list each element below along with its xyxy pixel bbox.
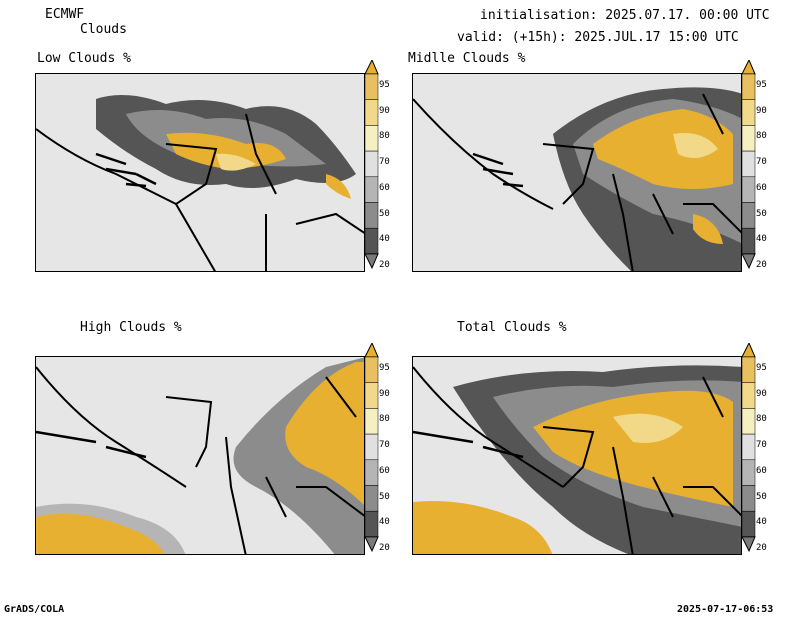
colorbar-total: 95 90 80 70 60 50 40 20	[741, 341, 767, 579]
map-high-clouds	[35, 356, 365, 555]
colorbar-label: 50	[756, 208, 767, 219]
map-low-clouds	[35, 73, 365, 272]
colorbar-label: 90	[379, 388, 390, 399]
colorbar-label: 95	[379, 363, 390, 373]
colorbar-segment	[741, 99, 756, 126]
colorbar-label: 70	[379, 440, 390, 451]
colorbar-label: 60	[379, 465, 390, 476]
colorbar-label: 80	[379, 131, 390, 142]
panel-title-total: Total Clouds %	[457, 320, 567, 335]
colorbar-top-arrow	[364, 341, 379, 358]
colorbar-label: 50	[756, 491, 767, 502]
colorbar-segment	[364, 227, 379, 255]
colorbar-label: 20	[756, 542, 767, 553]
colorbar-segment	[741, 202, 756, 229]
colorbar-svg	[741, 58, 756, 270]
colorbar-label: 40	[379, 234, 390, 245]
colorbar-segment	[364, 99, 379, 126]
colorbar-segment	[364, 125, 379, 152]
colorbar-segment	[741, 150, 756, 178]
colorbar-top-arrow	[741, 58, 756, 75]
colorbar-segment	[364, 382, 379, 409]
colorbar-segment	[364, 202, 379, 229]
colorbar-label: 80	[756, 131, 767, 142]
colorbar-segment	[741, 356, 756, 383]
colorbar-low: 95 90 80 70 60 50 40 20	[364, 58, 390, 296]
colorbar-label: 80	[379, 414, 390, 425]
colorbar-top-arrow	[364, 58, 379, 75]
panel-title-low: Low Clouds %	[37, 51, 131, 66]
field-label: Clouds	[80, 22, 127, 37]
colorbar-label: 70	[379, 157, 390, 168]
colorbar-label: 95	[379, 80, 390, 90]
colorbar-label: 95	[756, 363, 767, 373]
colorbar-segment	[741, 510, 756, 538]
footer-timestamp: 2025-07-17-06:53	[677, 604, 774, 615]
colorbar-svg	[741, 341, 756, 553]
colorbar-segment	[741, 485, 756, 512]
colorbar-middle: 95 90 80 70 60 50 40 20	[741, 58, 767, 296]
colorbar-label: 60	[756, 182, 767, 193]
colorbar-label: 20	[756, 259, 767, 270]
colorbar-high: 95 90 80 70 60 50 40 20	[364, 341, 390, 579]
colorbar-bottom-arrow	[364, 253, 379, 270]
colorbar-label: 90	[379, 105, 390, 116]
footer-software: GrADS/COLA	[4, 604, 65, 615]
colorbar-label: 70	[756, 157, 767, 168]
colorbar-label: 90	[756, 105, 767, 116]
colorbar-segment	[364, 485, 379, 512]
colorbar-label: 40	[756, 517, 767, 528]
panel-title-high: High Clouds %	[80, 320, 182, 335]
colorbar-label: 70	[756, 440, 767, 451]
colorbar-segment	[364, 408, 379, 435]
colorbar-segment	[364, 433, 379, 461]
panel-title-middle: Midlle Clouds %	[408, 51, 526, 66]
map-middle-clouds	[412, 73, 742, 272]
colorbar-label: 90	[756, 388, 767, 399]
colorbar-segment	[741, 459, 756, 486]
init-time: initialisation: 2025.07.17. 00:00 UTC	[480, 8, 770, 23]
colorbar-label: 50	[379, 491, 390, 502]
colorbar-bottom-arrow	[741, 253, 756, 270]
colorbar-label: 20	[379, 259, 390, 270]
colorbar-svg	[364, 58, 379, 270]
colorbar-label: 80	[756, 414, 767, 425]
colorbar-segment	[364, 459, 379, 486]
colorbar-segment	[364, 150, 379, 178]
colorbar-segment	[364, 356, 379, 383]
colorbar-label: 40	[379, 517, 390, 528]
colorbar-segment	[364, 73, 379, 100]
colorbar-segment	[741, 382, 756, 409]
colorbar-top-arrow	[741, 341, 756, 358]
colorbar-segment	[741, 433, 756, 461]
colorbar-svg	[364, 341, 379, 553]
colorbar-segment	[741, 176, 756, 203]
colorbar-segment	[741, 408, 756, 435]
colorbar-segment	[364, 510, 379, 538]
colorbar-label: 20	[379, 542, 390, 553]
colorbar-label: 50	[379, 208, 390, 219]
colorbar-segment	[741, 125, 756, 152]
colorbar-segment	[364, 176, 379, 203]
colorbar-segment	[741, 73, 756, 100]
model-label: ECMWF	[45, 7, 85, 22]
colorbar-bottom-arrow	[741, 536, 756, 553]
map-total-clouds	[412, 356, 742, 555]
colorbar-label: 60	[379, 182, 390, 193]
valid-time: valid: (+15h): 2025.JUL.17 15:00 UTC	[457, 30, 739, 45]
colorbar-label: 95	[756, 80, 767, 90]
colorbar-segment	[741, 227, 756, 255]
colorbar-label: 40	[756, 234, 767, 245]
colorbar-bottom-arrow	[364, 536, 379, 553]
colorbar-label: 60	[756, 465, 767, 476]
